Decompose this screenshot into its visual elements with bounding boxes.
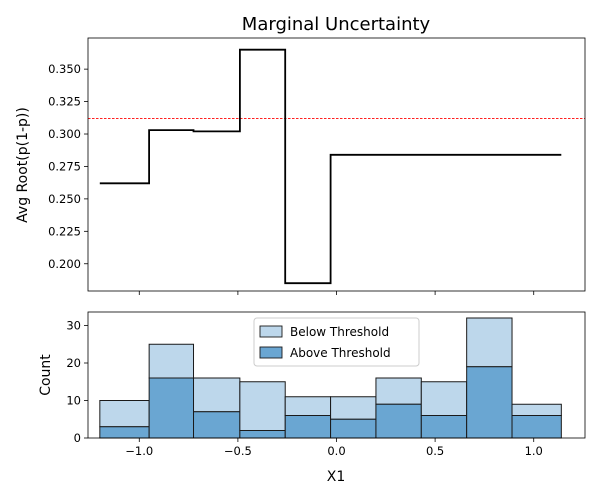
top-y-tick-label: 0.325 xyxy=(48,95,81,109)
bar-below-threshold xyxy=(375,377,422,405)
bar-above-threshold xyxy=(330,418,377,439)
bar-above-threshold xyxy=(284,415,332,439)
top-y-tick-label: 0.350 xyxy=(48,62,81,76)
legend: Below Threshold Above Threshold xyxy=(253,317,420,367)
bar-above-threshold xyxy=(239,430,286,439)
legend-label: Below Threshold xyxy=(290,325,389,339)
uncertainty-step-line xyxy=(99,48,562,285)
bar-above-threshold xyxy=(193,411,241,439)
bottom-x-tick-label: 0.5 xyxy=(426,444,444,458)
bottom-x-tick-label: −1.0 xyxy=(125,444,153,458)
bar-above-threshold xyxy=(99,426,150,439)
bar-above-threshold xyxy=(511,415,562,439)
bottom-x-tick-label: 0.0 xyxy=(327,444,345,458)
legend-box xyxy=(253,317,420,367)
bottom-x-axis-label: X1 xyxy=(327,469,346,485)
bottom-plot-area: 0 10 20 30 −1.0 −0.5 0.0 0.5 1.0 xyxy=(66,311,586,458)
bar-below-threshold xyxy=(420,381,468,416)
bar-above-threshold xyxy=(148,377,195,439)
legend-label: Above Threshold xyxy=(290,346,391,360)
bar-below-threshold xyxy=(466,317,513,368)
bar-below-threshold xyxy=(193,377,241,413)
top-y-tick-label: 0.250 xyxy=(48,192,81,206)
top-axes-frame xyxy=(87,37,586,292)
bar-above-threshold xyxy=(420,415,468,439)
top-y-tick-label: 0.300 xyxy=(48,127,81,141)
legend-swatch xyxy=(259,346,283,359)
bar-below-threshold xyxy=(99,400,150,428)
top-plot-area: 0.200 0.225 0.250 0.275 0.300 0.325 0.350 xyxy=(48,37,586,295)
bar-below-threshold xyxy=(239,381,286,431)
bar-above-threshold xyxy=(466,366,513,439)
bottom-y-tick-label: 0 xyxy=(74,431,81,445)
top-y-tick-label: 0.225 xyxy=(48,224,81,238)
bottom-y-tick-label: 20 xyxy=(66,356,81,370)
bottom-y-axis-label: Count xyxy=(38,354,54,396)
bottom-x-tick-label: −0.5 xyxy=(224,444,252,458)
bottom-x-tick-label: 1.0 xyxy=(525,444,543,458)
bottom-y-tick-label: 30 xyxy=(66,319,81,333)
legend-swatch xyxy=(259,325,283,338)
bar-below-threshold xyxy=(330,396,377,420)
top-y-tick-label: 0.200 xyxy=(48,257,81,271)
bar-below-threshold xyxy=(284,396,332,416)
top-chart-title: Marginal Uncertainty xyxy=(242,14,431,35)
bar-below-threshold xyxy=(148,343,195,379)
top-y-tick-label: 0.275 xyxy=(48,159,81,173)
top-y-axis-label: Avg Root(p(1-p)) xyxy=(15,107,31,223)
bar-above-threshold xyxy=(375,403,422,439)
bottom-y-tick-label: 10 xyxy=(66,394,81,408)
bar-below-threshold xyxy=(511,403,562,416)
